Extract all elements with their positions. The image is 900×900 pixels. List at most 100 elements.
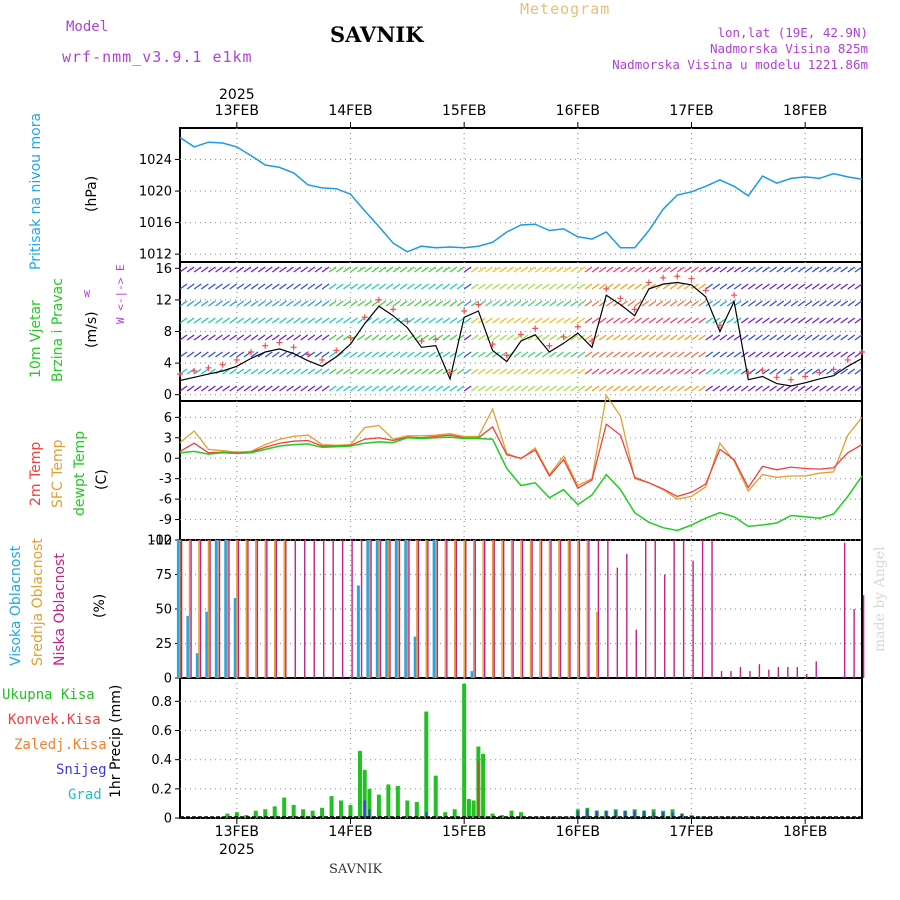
wind-arrow [712,351,721,358]
wind-arrow [719,266,728,273]
precip-total-bar [376,794,381,818]
wind-arrow [485,266,493,273]
wind-arrow [563,385,572,392]
wind-arrow [534,334,543,341]
year-label-top: 2025 [219,87,255,103]
wind-arrow [414,351,422,358]
wind-arrow [712,334,721,341]
wind-gust-marker [390,306,397,313]
wind-arrow [769,368,778,375]
ytick-label-cloud_cover: 50 [155,603,172,618]
wind-arrow [534,317,543,324]
wind-arrow [406,368,415,375]
wind-arrow [250,351,259,358]
wind-arrow [556,266,564,273]
wind-arrow [371,266,380,273]
wind-arrow [350,300,358,307]
wind-arrow [769,334,778,341]
wind-arrow [193,385,202,392]
wind-arrow [264,317,273,324]
wind-arrow [335,283,344,290]
wind-arrow [612,368,621,375]
wind-arrow [577,317,586,324]
time-label-bottom: 13FEB [215,824,259,840]
wind-arrow [215,283,223,290]
wind-arrow [818,266,827,273]
wind-arrow [229,266,238,273]
wind-arrow [847,317,856,324]
wind-arrow [669,266,678,273]
precip-total-bar [443,812,448,818]
precip-total-bar [301,809,306,818]
wind-arrow [854,283,863,290]
wind-arrow [442,283,451,290]
wind-arrow [591,351,600,358]
wind-arrow [655,385,664,392]
wind-arrow [257,283,266,290]
wind-arrow [655,266,664,273]
wind-arrow [605,317,614,324]
wind-arrow [449,334,458,341]
wind-arrow [513,283,522,290]
wind-gust-marker [674,273,681,280]
wind-arrow [279,300,287,307]
wind-gust-marker [418,337,425,344]
wind-arrow [193,266,202,273]
wind-gust-marker [262,342,269,349]
precip-conv-bar [477,761,480,818]
wind-arrow [506,334,515,341]
wind-gust-marker [688,275,695,282]
wind-arrow [698,283,706,290]
wind-arrow [776,300,785,307]
wind-arrow [271,385,280,392]
wind-arrow [598,368,607,375]
wind-arrow [676,368,685,375]
wind-arrow [208,334,216,341]
wind-arrow [229,283,238,290]
wind-arrow [442,334,451,341]
wind-arrow [634,283,643,290]
wind-arrow [186,385,195,392]
wind-arrow [463,334,472,341]
wind-arrow [648,317,657,324]
wind-arrow [350,351,358,358]
wind-arrow [200,317,209,324]
wind-arrow [563,283,572,290]
precip-total-bar [537,816,542,818]
time-label-top: 17FEB [669,103,713,119]
wind-arrow [840,300,849,307]
wind-arrow [762,300,770,307]
wind-arrow [726,351,735,358]
wind-arrow [733,351,742,358]
wind-arrow [257,385,266,392]
wind-arrow [840,334,849,341]
wind-arrow [449,317,458,324]
wind-arrow [676,266,685,273]
wind-arrow [406,283,415,290]
wind-arrow [669,300,678,307]
wind-gust-marker [191,367,198,374]
wind-arrow [179,368,188,375]
wind-arrow [719,368,728,375]
wind-arrow [385,334,394,341]
wind-gust-marker [560,334,567,341]
wind-arrow [698,317,706,324]
wind-arrow [208,351,216,358]
wind-arrow [790,385,799,392]
wind-arrow [762,334,770,341]
wind-arrow [612,385,621,392]
wind-arrow [790,334,799,341]
wind-arrow [286,266,294,273]
wind-arrow [641,283,650,290]
wind-arrow [549,266,557,273]
wind-arrow [378,266,387,273]
wind-arrow [286,317,294,324]
wind-arrow [179,385,188,392]
wind-arrow [357,351,365,358]
wind-arrow [818,283,827,290]
wind-arrow [435,266,444,273]
wind-arrow [740,351,749,358]
wind-arrow [570,266,579,273]
wind-arrow [243,334,252,341]
wind-arrow [492,368,500,375]
